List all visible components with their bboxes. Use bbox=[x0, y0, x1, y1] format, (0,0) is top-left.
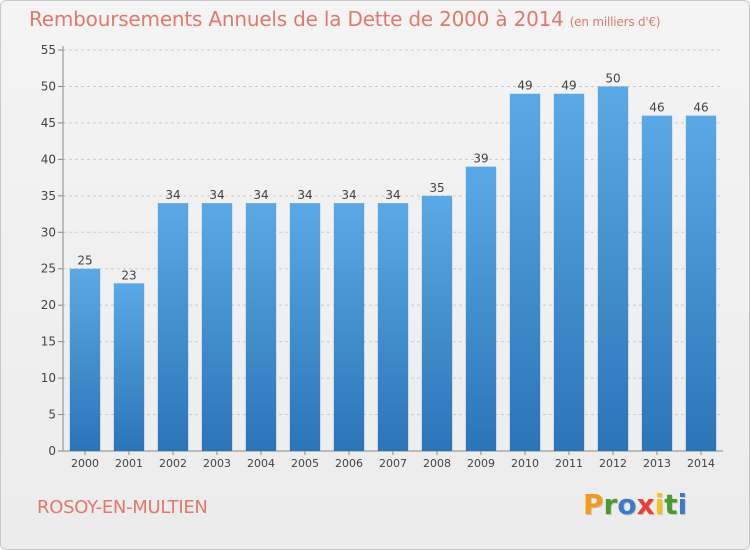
bar-2014 bbox=[685, 115, 717, 452]
data-label: 34 bbox=[253, 188, 268, 202]
y-tick-label: 0 bbox=[48, 444, 56, 458]
logo-letter: i bbox=[677, 488, 688, 521]
x-tick-label: 2008 bbox=[423, 457, 451, 470]
y-tick-label: 5 bbox=[48, 408, 56, 422]
y-tick-label: 10 bbox=[41, 371, 56, 385]
data-label: 25 bbox=[77, 254, 92, 268]
y-tick-label: 50 bbox=[41, 79, 56, 93]
bar-2000 bbox=[69, 268, 101, 451]
bar-2009 bbox=[465, 166, 497, 451]
y-tick-label: 30 bbox=[41, 225, 56, 239]
x-tick-label: 2005 bbox=[291, 457, 319, 470]
bar-2010 bbox=[509, 93, 541, 451]
x-tick-label: 2011 bbox=[555, 457, 583, 470]
data-label: 34 bbox=[297, 188, 312, 202]
x-tick-label: 2012 bbox=[599, 457, 627, 470]
bar-2001 bbox=[113, 283, 145, 451]
x-tick-label: 2002 bbox=[159, 457, 187, 470]
x-tick-label: 2010 bbox=[511, 457, 539, 470]
data-label: 35 bbox=[429, 181, 444, 195]
logo-letter: i bbox=[654, 488, 665, 521]
logo-letter: t bbox=[664, 488, 678, 521]
data-label: 34 bbox=[165, 188, 180, 202]
x-tick-label: 2013 bbox=[643, 457, 671, 470]
bar-2002 bbox=[157, 203, 189, 451]
bar-2003 bbox=[201, 203, 233, 451]
data-label: 49 bbox=[561, 79, 576, 93]
bars bbox=[69, 86, 717, 452]
y-tick-label: 25 bbox=[41, 262, 56, 276]
data-label: 34 bbox=[209, 188, 224, 202]
bar-2004 bbox=[245, 203, 277, 451]
x-tick-label: 2009 bbox=[467, 457, 495, 470]
data-label: 46 bbox=[649, 101, 664, 115]
logo-letter: P bbox=[583, 488, 604, 521]
chart-title: Remboursements Annuels de la Dette de 20… bbox=[29, 7, 661, 31]
data-label: 49 bbox=[517, 79, 532, 93]
bar-2013 bbox=[641, 115, 673, 452]
data-label: 34 bbox=[385, 188, 400, 202]
data-label: 50 bbox=[605, 71, 620, 85]
chart-unit: (en milliers d'€) bbox=[569, 15, 661, 29]
data-label: 46 bbox=[693, 101, 708, 115]
bar-2006 bbox=[333, 203, 365, 451]
bar-2012 bbox=[597, 86, 629, 452]
bar-2007 bbox=[377, 203, 409, 451]
bar-2005 bbox=[289, 203, 321, 451]
x-tick-label: 2014 bbox=[687, 457, 715, 470]
y-tick-label: 15 bbox=[41, 335, 56, 349]
x-tick-label: 2000 bbox=[71, 457, 99, 470]
y-tick-label: 35 bbox=[41, 189, 56, 203]
x-tick-label: 2003 bbox=[203, 457, 231, 470]
proxiti-logo: Proxiti bbox=[583, 488, 687, 521]
data-label: 23 bbox=[121, 268, 136, 282]
chart-title-text: Remboursements Annuels de la Dette de 20… bbox=[29, 7, 564, 31]
y-tick-label: 55 bbox=[41, 43, 56, 57]
x-tick-label: 2001 bbox=[115, 457, 143, 470]
y-tick-label: 45 bbox=[41, 116, 56, 130]
data-label: 34 bbox=[341, 188, 356, 202]
logo-letter: o bbox=[617, 488, 637, 521]
x-tick-label: 2006 bbox=[335, 457, 363, 470]
labels: 0 5 10 15 20 25 30 35 40 45 50 55 25 2000 23 2001 34 2002… bbox=[41, 43, 715, 470]
y-tick-label: 40 bbox=[41, 152, 56, 166]
logo-letter: x bbox=[636, 488, 655, 521]
x-tick-label: 2004 bbox=[247, 457, 275, 470]
x-tick-label: 2007 bbox=[379, 457, 407, 470]
logo-letter: r bbox=[603, 488, 618, 521]
data-label: 39 bbox=[473, 152, 488, 166]
y-tick-label: 20 bbox=[41, 298, 56, 312]
commune-name: ROSOY-EN-MULTIEN bbox=[37, 497, 208, 518]
bar-2011 bbox=[553, 93, 585, 451]
bar-2008 bbox=[421, 195, 453, 451]
